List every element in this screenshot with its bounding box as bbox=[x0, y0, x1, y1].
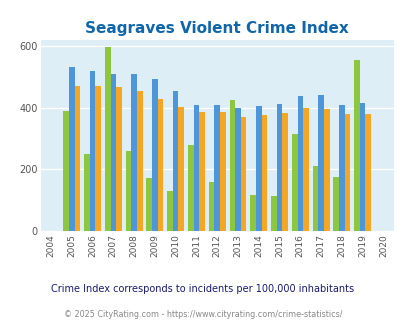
Bar bbox=[69, 67, 75, 231]
Bar bbox=[75, 86, 80, 231]
Bar bbox=[338, 105, 344, 231]
Bar bbox=[354, 60, 359, 231]
Bar bbox=[344, 114, 350, 231]
Title: Seagraves Violent Crime Index: Seagraves Violent Crime Index bbox=[85, 21, 348, 36]
Bar bbox=[152, 79, 157, 231]
Bar bbox=[208, 182, 214, 231]
Bar bbox=[146, 178, 152, 231]
Bar bbox=[173, 91, 178, 231]
Bar bbox=[240, 117, 246, 231]
Bar bbox=[261, 115, 266, 231]
Bar bbox=[116, 87, 121, 231]
Text: © 2025 CityRating.com - https://www.cityrating.com/crime-statistics/: © 2025 CityRating.com - https://www.city… bbox=[64, 310, 341, 319]
Bar bbox=[229, 100, 234, 231]
Bar bbox=[281, 113, 287, 231]
Bar bbox=[167, 191, 173, 231]
Bar bbox=[214, 105, 220, 231]
Bar bbox=[250, 195, 255, 231]
Bar bbox=[364, 114, 370, 231]
Bar bbox=[84, 154, 90, 231]
Bar bbox=[95, 86, 101, 231]
Bar bbox=[318, 95, 323, 231]
Bar bbox=[220, 112, 225, 231]
Bar bbox=[104, 47, 110, 231]
Bar bbox=[323, 109, 329, 231]
Bar bbox=[199, 112, 205, 231]
Bar bbox=[234, 108, 240, 231]
Bar bbox=[193, 105, 199, 231]
Bar bbox=[297, 96, 303, 231]
Bar bbox=[359, 103, 364, 231]
Bar bbox=[333, 177, 338, 231]
Text: Crime Index corresponds to incidents per 100,000 inhabitants: Crime Index corresponds to incidents per… bbox=[51, 284, 354, 294]
Bar bbox=[312, 166, 318, 231]
Bar bbox=[291, 134, 297, 231]
Bar bbox=[303, 108, 308, 231]
Bar bbox=[90, 71, 95, 231]
Bar bbox=[178, 107, 183, 231]
Bar bbox=[136, 90, 142, 231]
Bar bbox=[276, 104, 281, 231]
Bar bbox=[131, 74, 136, 231]
Bar bbox=[271, 196, 276, 231]
Bar bbox=[188, 145, 193, 231]
Bar bbox=[126, 151, 131, 231]
Bar bbox=[63, 111, 69, 231]
Bar bbox=[255, 106, 261, 231]
Bar bbox=[110, 74, 116, 231]
Bar bbox=[157, 99, 163, 231]
